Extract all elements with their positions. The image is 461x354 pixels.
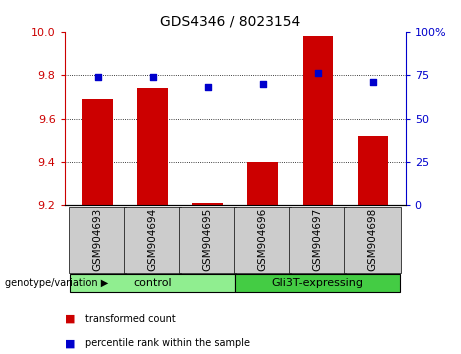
Text: ■: ■ <box>65 314 75 324</box>
Text: GSM904693: GSM904693 <box>93 208 102 272</box>
Text: GSM904696: GSM904696 <box>258 208 268 272</box>
Text: percentile rank within the sample: percentile rank within the sample <box>85 338 250 348</box>
Bar <box>83 99 112 205</box>
Point <box>149 74 156 80</box>
Point <box>314 71 321 76</box>
Bar <box>137 88 168 205</box>
Text: Gli3T-expressing: Gli3T-expressing <box>272 278 364 288</box>
Bar <box>193 203 223 205</box>
Text: GSM904694: GSM904694 <box>148 208 158 272</box>
Text: ■: ■ <box>65 338 75 348</box>
Point <box>259 81 266 87</box>
Text: transformed count: transformed count <box>85 314 176 324</box>
Text: GSM904698: GSM904698 <box>368 208 378 272</box>
Bar <box>248 162 278 205</box>
Bar <box>358 136 388 205</box>
Text: GSM904695: GSM904695 <box>202 208 213 272</box>
Point <box>204 85 211 90</box>
Bar <box>302 36 333 205</box>
Point <box>94 74 101 80</box>
Text: control: control <box>133 278 172 288</box>
Point <box>369 79 376 85</box>
Text: GSM904697: GSM904697 <box>313 208 323 272</box>
Text: GDS4346 / 8023154: GDS4346 / 8023154 <box>160 14 301 28</box>
Text: genotype/variation ▶: genotype/variation ▶ <box>5 278 108 288</box>
